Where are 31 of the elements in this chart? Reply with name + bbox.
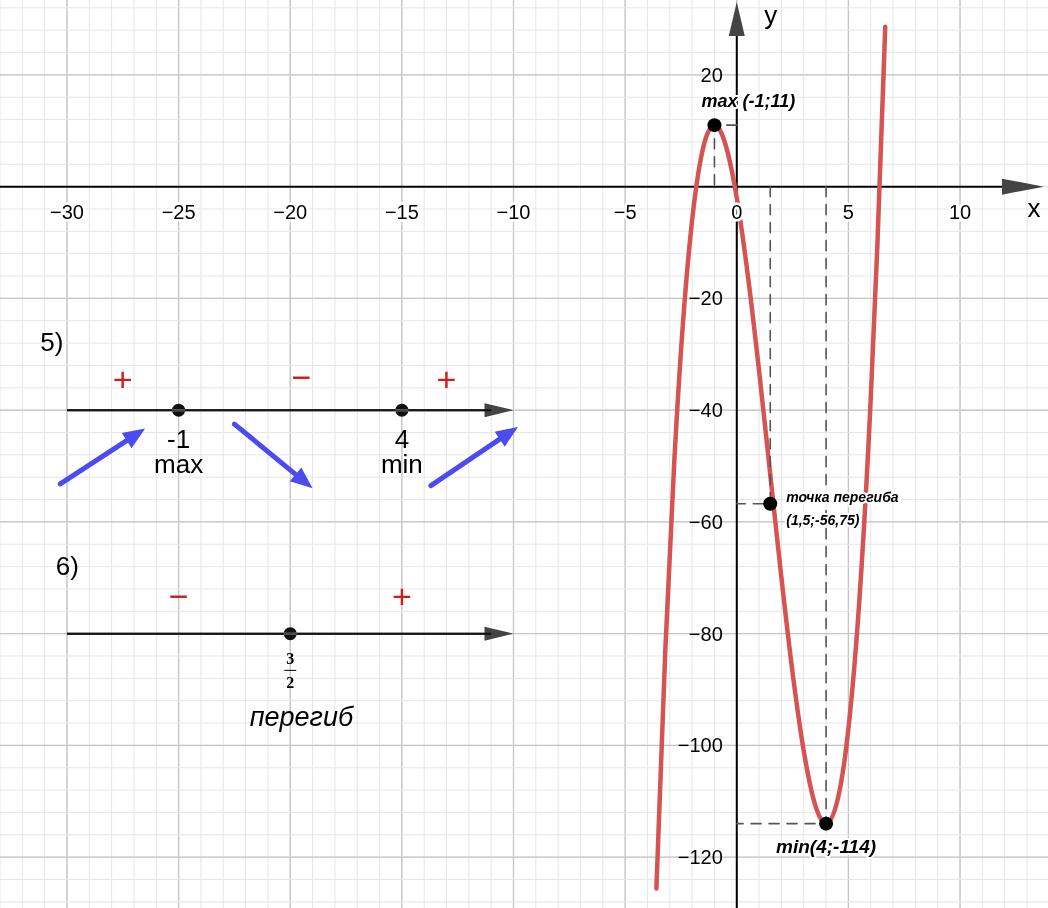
x-tick-label: −10 <box>496 200 531 223</box>
point <box>763 496 778 511</box>
annotation: − <box>168 577 189 616</box>
y-tick-label: −20 <box>688 287 723 310</box>
x-tick-label: −25 <box>161 200 196 223</box>
x-tick-label: −30 <box>50 200 84 223</box>
annotation: 2 <box>286 674 295 692</box>
annotation: + <box>391 577 412 616</box>
annotation: min(4;-114) <box>776 835 877 857</box>
annotation: + <box>436 359 457 398</box>
annotation: 5) <box>40 327 64 358</box>
x-tick-label: 5 <box>842 200 854 223</box>
point <box>819 816 834 831</box>
x-tick-label: −5 <box>613 200 637 223</box>
point <box>707 118 722 133</box>
y-axis-title: y <box>764 0 778 30</box>
x-tick-label: 10 <box>948 200 972 223</box>
y-tick-label: −120 <box>677 846 723 869</box>
y-tick-label: −80 <box>688 622 723 645</box>
y-tick-label: −100 <box>677 734 723 757</box>
y-tick-label: −40 <box>688 399 723 422</box>
annotation: + <box>112 359 133 398</box>
x-axis-title: x <box>1027 192 1041 223</box>
annotation: − <box>291 358 312 397</box>
y-tick-label: 20 <box>700 63 723 86</box>
annotation: 6) <box>55 550 79 581</box>
x-tick-label: −20 <box>273 200 308 223</box>
annotation: 3 <box>286 650 295 668</box>
y-tick-label: −60 <box>688 510 723 533</box>
annotation: перегиб <box>249 701 354 732</box>
x-tick-label: −15 <box>384 200 419 223</box>
